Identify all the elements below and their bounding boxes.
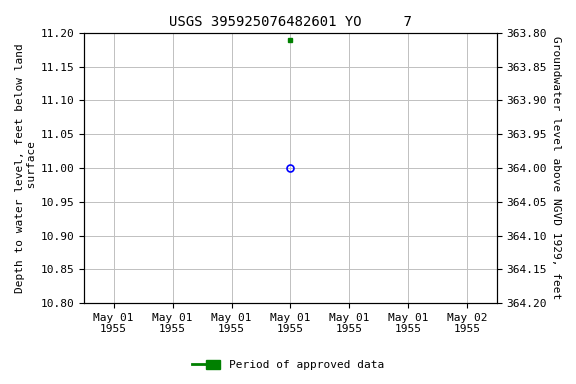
Legend: Period of approved data: Period of approved data xyxy=(188,356,388,375)
Y-axis label: Groundwater level above NGVD 1929, feet: Groundwater level above NGVD 1929, feet xyxy=(551,36,561,300)
Title: USGS 395925076482601 YO     7: USGS 395925076482601 YO 7 xyxy=(169,15,412,29)
Y-axis label: Depth to water level, feet below land
 surface: Depth to water level, feet below land su… xyxy=(15,43,37,293)
